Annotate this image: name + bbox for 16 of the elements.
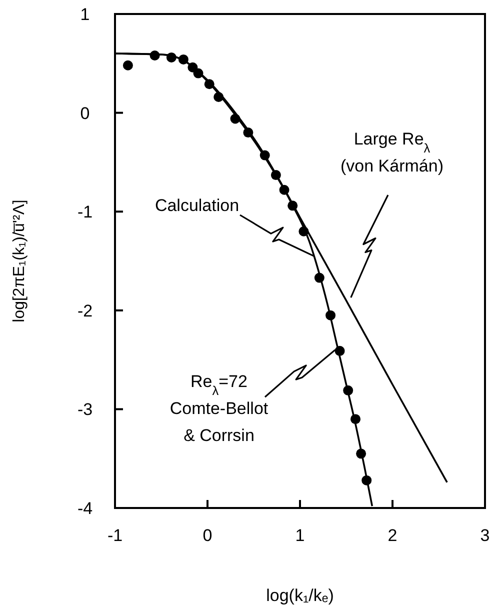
annotation: Large Re$_{λ}$ (von Kármán) (340, 130, 444, 176)
x-tick-label: -1 (107, 526, 123, 545)
y-tick-label: -4 (77, 499, 93, 518)
y-tick-label: 1 (80, 5, 90, 24)
y-tick-label: 0 (80, 104, 90, 123)
y-tick-label: -3 (77, 400, 93, 420)
y-axis-title: log[2πE₁(k₁)/u̅'²Λ] (11, 200, 28, 322)
x-tick-label: 1 (295, 526, 305, 545)
annotation: Calculation (154, 196, 240, 215)
x-axis-title: log(k₁/kₑ) (266, 586, 334, 605)
x-tick-label: 3 (480, 526, 490, 545)
annotation: Re$_{λ}$=72 Comte-Bellot & Corrsin (170, 372, 268, 445)
y-tick-label: -1 (77, 202, 93, 222)
y-tick-label: -2 (77, 301, 93, 320)
x-tick-label: 0 (202, 526, 212, 545)
x-tick-label: 2 (388, 526, 398, 545)
